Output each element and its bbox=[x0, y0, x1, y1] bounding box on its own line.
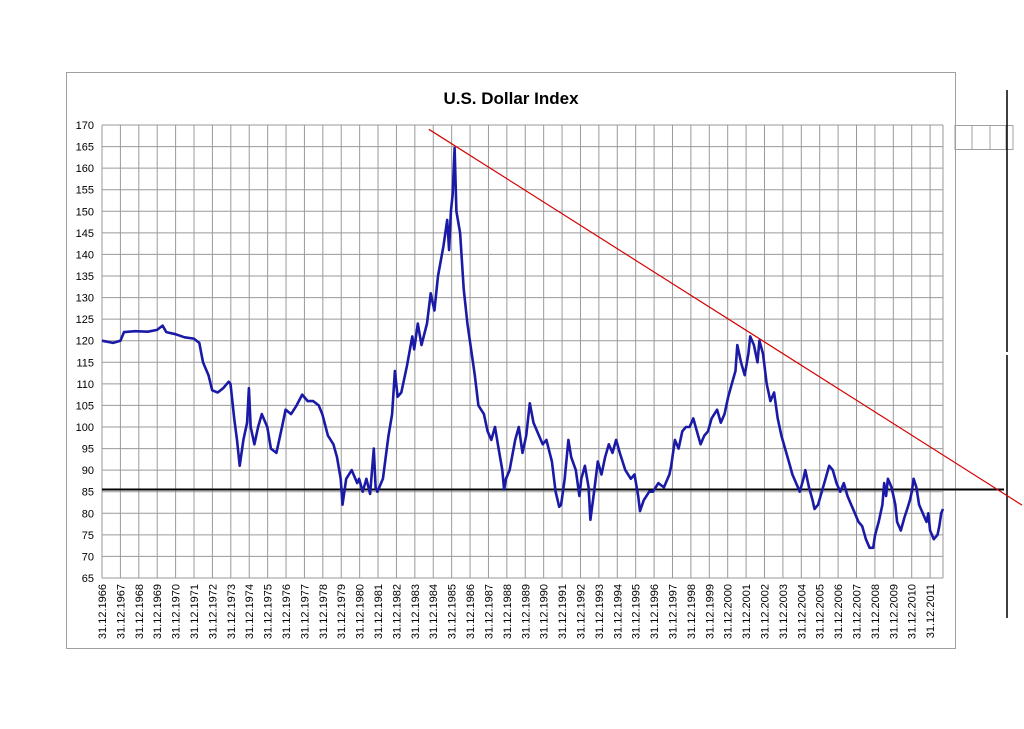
x-tick-label: 31.12.1972 bbox=[207, 584, 219, 639]
y-tick-label: 80 bbox=[82, 508, 94, 520]
x-tick-label: 31.12.1968 bbox=[134, 584, 146, 639]
y-tick-label: 110 bbox=[76, 379, 94, 391]
x-tick-label: 31.12.1999 bbox=[704, 584, 716, 639]
x-tick-label: 31.12.1996 bbox=[649, 584, 661, 639]
y-tick-label: 160 bbox=[76, 163, 94, 175]
x-tick-label: 31.12.1969 bbox=[152, 584, 164, 639]
x-tick-label: 31.12.1987 bbox=[483, 584, 495, 639]
x-tick-label: 31.12.1966 bbox=[97, 584, 109, 639]
series-line bbox=[101, 146, 945, 550]
y-tick-label: 95 bbox=[82, 444, 94, 456]
y-tick-label: 115 bbox=[76, 357, 94, 369]
annotations bbox=[102, 128, 1023, 506]
y-tick-label: 90 bbox=[82, 465, 94, 477]
x-tick-label: 31.12.1992 bbox=[575, 584, 587, 639]
y-tick-label: 85 bbox=[82, 487, 94, 499]
x-tick-label: 31.12.1990 bbox=[539, 584, 551, 639]
y-tick-label: 75 bbox=[82, 530, 94, 542]
x-tick-label: 31.12.2011 bbox=[925, 584, 937, 638]
y-tick-label: 65 bbox=[82, 573, 94, 585]
x-tick-label: 31.12.2007 bbox=[852, 584, 864, 639]
x-tick-label: 31.12.1980 bbox=[355, 584, 367, 639]
y-tick-label: 120 bbox=[76, 336, 94, 348]
x-tick-label: 31.12.1970 bbox=[171, 584, 183, 639]
x-tick-label: 31.12.1986 bbox=[465, 584, 477, 639]
x-tick-label: 31.12.1991 bbox=[557, 584, 569, 639]
x-tick-label: 31.12.1998 bbox=[686, 584, 698, 639]
x-tick-label: 31.12.1994 bbox=[612, 584, 624, 639]
y-tick-label: 145 bbox=[76, 228, 94, 240]
y-tick-label: 125 bbox=[76, 314, 94, 326]
x-tick-label: 31.12.1985 bbox=[447, 584, 459, 639]
y-tick-label: 105 bbox=[76, 400, 94, 412]
x-tick-label: 31.12.1983 bbox=[410, 584, 422, 639]
x-tick-label: 31.12.2009 bbox=[888, 584, 900, 639]
y-tick-label: 130 bbox=[76, 293, 94, 305]
y-tick-label: 150 bbox=[76, 206, 94, 218]
grid bbox=[101, 124, 944, 579]
x-tick-label: 31.12.2008 bbox=[870, 584, 882, 639]
y-tick-label: 140 bbox=[76, 249, 94, 261]
x-tick-label: 31.12.1976 bbox=[281, 584, 293, 639]
x-tick-label: 31.12.1988 bbox=[502, 584, 514, 639]
x-tick-label: 31.12.2004 bbox=[796, 584, 808, 639]
x-tick-label: 31.12.1981 bbox=[373, 584, 385, 639]
x-tick-label: 31.12.2003 bbox=[778, 584, 790, 639]
plot-frame bbox=[66, 72, 956, 649]
x-tick-label: 31.12.1967 bbox=[115, 584, 127, 639]
y-tick-label: 135 bbox=[76, 271, 94, 283]
x-tick-label: 31.12.1971 bbox=[189, 584, 201, 639]
x-tick-label: 31.12.1984 bbox=[428, 584, 440, 639]
x-tick-label: 31.12.1993 bbox=[594, 584, 606, 639]
frame-extension-box bbox=[954, 125, 1014, 150]
x-tick-label: 31.12.1989 bbox=[520, 584, 532, 639]
series-layer bbox=[101, 146, 945, 550]
x-tick-label: 31.12.1979 bbox=[336, 584, 348, 639]
y-tick-label: 170 bbox=[76, 120, 94, 132]
x-tick-label: 31.12.2002 bbox=[759, 584, 771, 639]
y-tick-label: 155 bbox=[76, 185, 94, 197]
trend-line bbox=[428, 128, 1023, 506]
x-tick-label: 31.12.2001 bbox=[741, 584, 753, 639]
x-tick-label: 31.12.1978 bbox=[318, 584, 330, 639]
y-tick-label: 70 bbox=[82, 551, 94, 563]
chart-title: U.S. Dollar Index bbox=[443, 89, 579, 108]
x-tick-label: 31.12.2005 bbox=[815, 584, 827, 639]
x-tick-label: 31.12.1977 bbox=[299, 584, 311, 639]
x-axis: 31.12.1966 31.12.1967 31.12.1968 31.12.1969… bbox=[97, 584, 937, 639]
x-tick-label: 31.12.1973 bbox=[226, 584, 238, 639]
x-tick-label: 31.12.2006 bbox=[833, 584, 845, 639]
y-axis: 65 70 75 80 85 90 95 100 105 110 115 120 125 130 135 14… bbox=[76, 120, 94, 585]
x-tick-label: 31.12.1975 bbox=[263, 584, 275, 639]
x-tick-label: 31.12.1974 bbox=[244, 584, 256, 639]
x-tick-label: 31.12.1997 bbox=[667, 584, 679, 639]
y-tick-label: 165 bbox=[76, 142, 94, 154]
x-tick-label: 31.12.2010 bbox=[907, 584, 919, 639]
x-tick-label: 31.12.1995 bbox=[631, 584, 643, 639]
y-tick-label: 100 bbox=[76, 422, 94, 434]
x-tick-label: 31.12.2000 bbox=[723, 584, 735, 639]
x-tick-label: 31.12.1982 bbox=[391, 584, 403, 639]
